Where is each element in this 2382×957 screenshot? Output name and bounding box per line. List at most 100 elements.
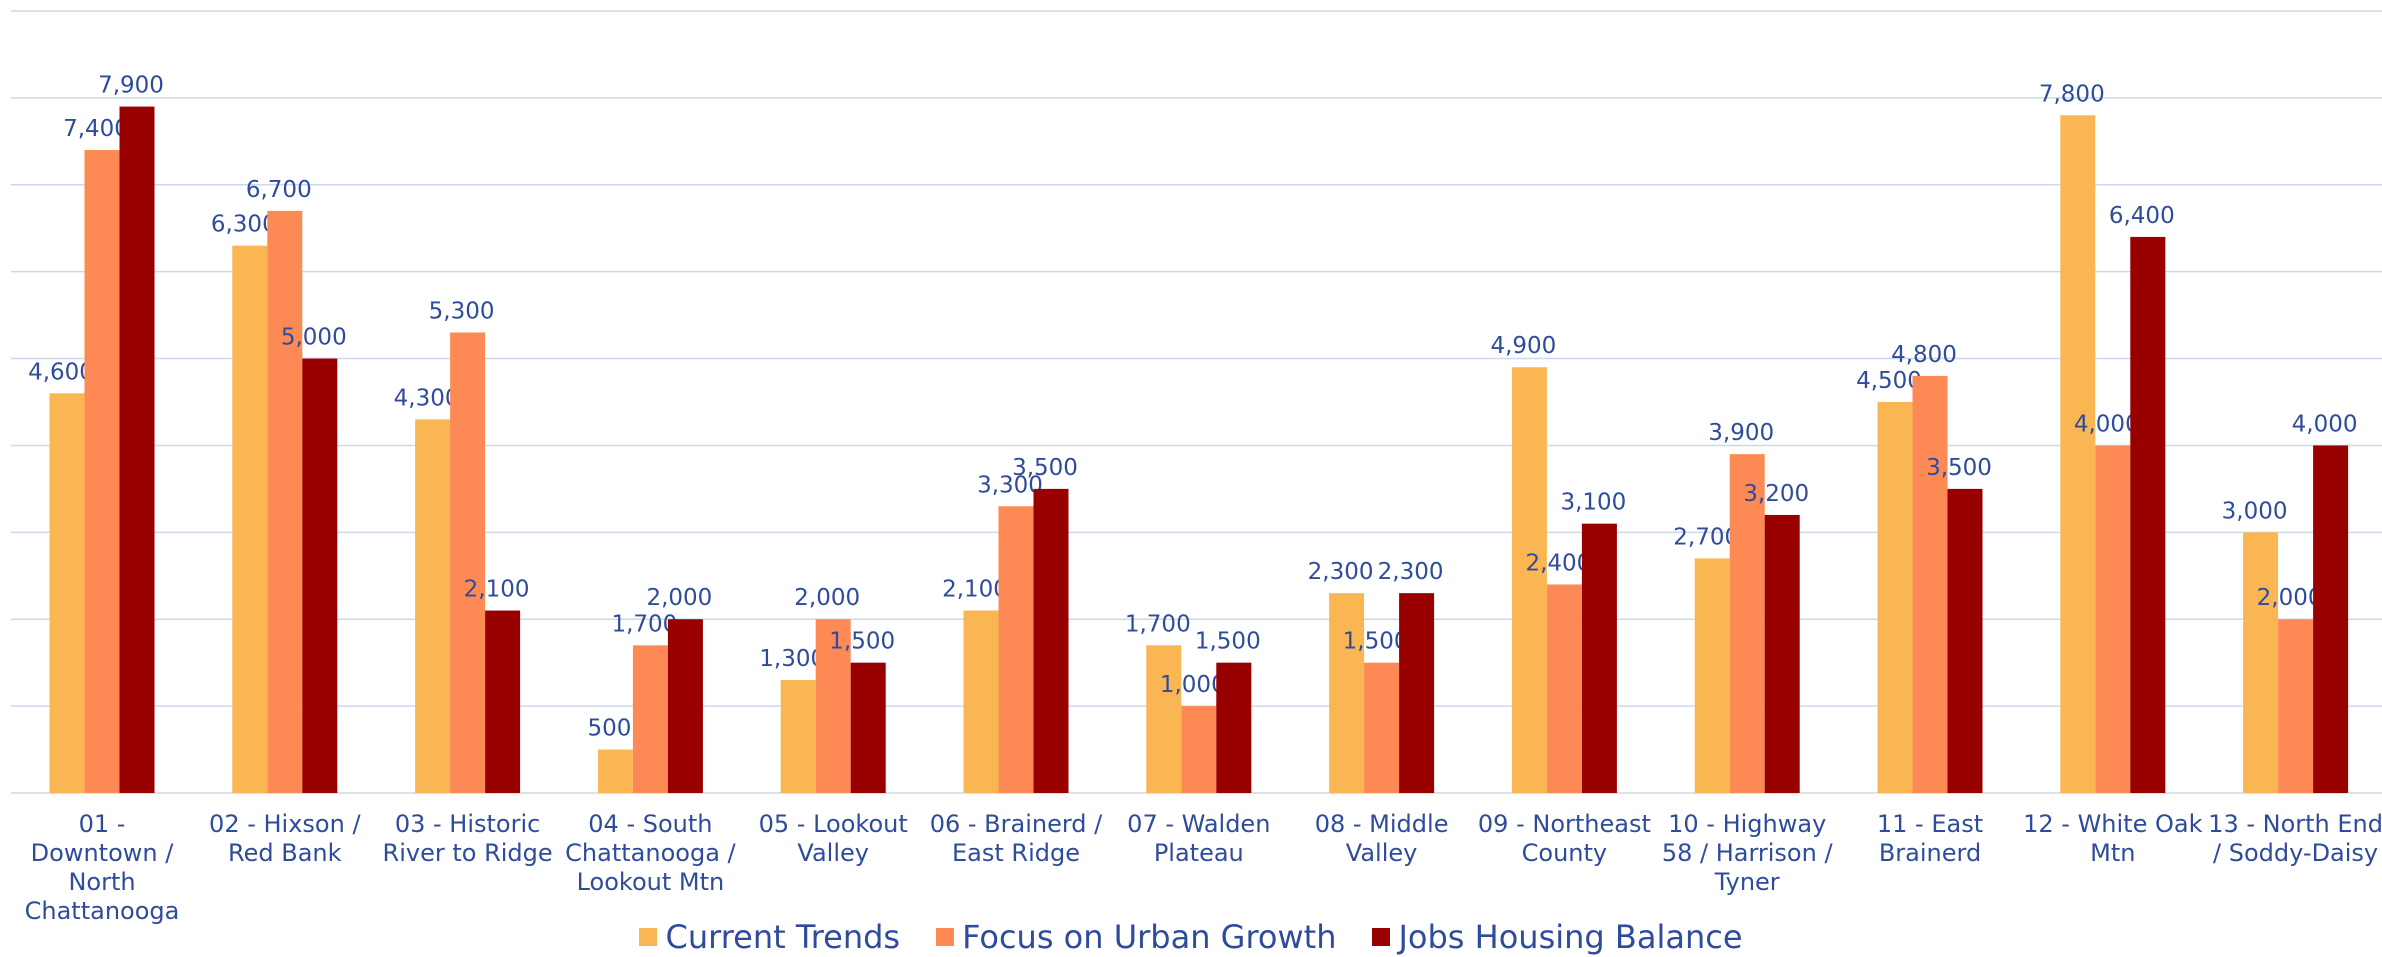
data-label: 7,400 bbox=[63, 116, 129, 142]
x-tick-label: 09 - Northeast County bbox=[1477, 810, 1651, 867]
bar bbox=[815, 619, 851, 793]
bar bbox=[232, 245, 268, 794]
bar bbox=[2313, 445, 2349, 793]
bar bbox=[1181, 706, 1217, 793]
data-label: 2,000 bbox=[2257, 585, 2323, 611]
data-label: 4,000 bbox=[2292, 411, 2358, 437]
x-tick-label: 06 - Brainerd / East Ridge bbox=[929, 810, 1103, 867]
legend: Current Trends Focus on Urban Growth Jobs … bbox=[0, 918, 2382, 956]
data-label: 4,500 bbox=[1856, 368, 1922, 394]
bar bbox=[2278, 619, 2314, 793]
bar bbox=[2095, 445, 2131, 793]
bar bbox=[1694, 558, 1730, 793]
data-label: 1,500 bbox=[1195, 629, 1261, 655]
data-label: 1,000 bbox=[1160, 672, 1226, 698]
bar bbox=[1877, 402, 1913, 793]
data-label: 1,500 bbox=[829, 629, 895, 655]
bar bbox=[667, 619, 703, 793]
legend-swatch bbox=[639, 928, 658, 946]
data-label: 4,900 bbox=[1490, 333, 1556, 359]
bar bbox=[998, 506, 1034, 793]
legend-label: Focus on Urban Growth bbox=[962, 918, 1337, 956]
bar bbox=[850, 662, 886, 793]
data-label: 7,800 bbox=[2039, 81, 2105, 107]
data-label: 4,600 bbox=[28, 359, 94, 385]
legend-item: Jobs Housing Balance bbox=[1372, 918, 1743, 956]
data-label: 6,700 bbox=[246, 177, 312, 203]
legend-item: Focus on Urban Growth bbox=[936, 918, 1336, 956]
data-label: 1,700 bbox=[611, 611, 677, 637]
bar bbox=[1033, 488, 1069, 793]
bar bbox=[1729, 454, 1765, 793]
data-label: 2,000 bbox=[646, 585, 712, 611]
x-tick-label: 01 - Downtown / North Chattanooga bbox=[24, 810, 180, 925]
bar bbox=[1511, 367, 1547, 793]
bar bbox=[119, 106, 155, 794]
data-label: 5,300 bbox=[429, 298, 495, 324]
bar bbox=[1546, 584, 1582, 793]
data-label: 2,700 bbox=[1673, 524, 1739, 550]
data-label: 5,000 bbox=[281, 325, 347, 351]
data-label: 4,800 bbox=[1891, 342, 1957, 368]
bar bbox=[2130, 236, 2166, 793]
bar bbox=[1912, 375, 1948, 793]
legend-swatch bbox=[1372, 928, 1391, 946]
x-tick-label: 03 - Historic River to Ridge bbox=[382, 810, 553, 867]
data-label: 2,100 bbox=[464, 577, 530, 603]
data-label: 2,400 bbox=[1525, 550, 1591, 576]
bar bbox=[1329, 593, 1365, 793]
data-label: 6,300 bbox=[211, 212, 277, 238]
bar bbox=[485, 610, 521, 793]
bar bbox=[2060, 115, 2096, 794]
data-label: 3,000 bbox=[2222, 498, 2288, 524]
x-tick-label: 02 - Hixson / Red Bank bbox=[209, 810, 361, 867]
data-label: 3,200 bbox=[1743, 481, 1809, 507]
data-label: 3,900 bbox=[1708, 420, 1774, 446]
bar bbox=[49, 393, 85, 793]
data-label: 1,700 bbox=[1125, 611, 1191, 637]
bar bbox=[597, 749, 633, 793]
legend-swatch bbox=[936, 928, 955, 946]
bar bbox=[632, 645, 668, 793]
x-tick-label: 05 - Lookout Valley bbox=[758, 810, 908, 867]
data-label: 2,000 bbox=[794, 585, 860, 611]
data-label: 4,000 bbox=[2074, 411, 2140, 437]
data-label: 3,100 bbox=[1560, 490, 1626, 516]
data-label: 4,300 bbox=[394, 385, 460, 411]
bar bbox=[1216, 662, 1252, 793]
data-label: 2,100 bbox=[942, 577, 1008, 603]
data-label: 1,500 bbox=[1343, 629, 1409, 655]
x-tick-label: 10 - Highway 58 / Harrison / Tyner bbox=[1661, 810, 1833, 896]
data-label: 3,500 bbox=[1926, 455, 1992, 481]
legend-label: Current Trends bbox=[665, 918, 901, 956]
bar bbox=[415, 419, 451, 793]
bar bbox=[302, 358, 338, 793]
data-label: 2,300 bbox=[1308, 559, 1374, 585]
bar bbox=[1947, 488, 1983, 793]
bar bbox=[267, 210, 303, 793]
data-label: 1,300 bbox=[759, 646, 825, 672]
data-label: 7,900 bbox=[98, 73, 164, 99]
data-label: 3,300 bbox=[977, 472, 1043, 498]
bar bbox=[1581, 523, 1617, 793]
bar bbox=[1764, 514, 1800, 793]
x-tick-label: 07 - Walden Plateau bbox=[1127, 810, 1271, 867]
data-label: 3,500 bbox=[1012, 455, 1078, 481]
x-tick-label: 11 - East Brainerd bbox=[1876, 810, 1984, 867]
x-tick-label: 04 - South Chattanooga / Lookout Mtn bbox=[565, 810, 736, 896]
bar bbox=[780, 680, 816, 793]
bar bbox=[963, 610, 999, 793]
bar bbox=[84, 150, 120, 793]
data-label: 500 bbox=[587, 716, 631, 742]
data-label: 6,400 bbox=[2109, 203, 2175, 229]
legend-label: Jobs Housing Balance bbox=[1398, 918, 1743, 956]
x-tick-label: 12 - White Oak Mtn bbox=[2023, 810, 2203, 867]
bar bbox=[1364, 662, 1400, 793]
bar bbox=[2243, 532, 2279, 793]
legend-item: Current Trends bbox=[639, 918, 900, 956]
bar bbox=[1399, 593, 1435, 793]
x-tick-label: 08 - Middle Valley bbox=[1314, 810, 1449, 867]
bar bbox=[450, 332, 486, 793]
